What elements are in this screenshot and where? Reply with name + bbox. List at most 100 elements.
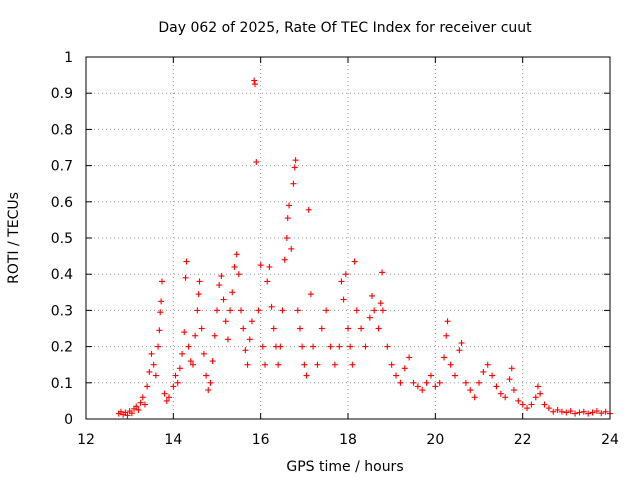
data-point [349, 361, 356, 368]
data-point [148, 350, 155, 357]
data-point [128, 410, 135, 417]
data-point [155, 343, 162, 350]
data-point [196, 278, 203, 285]
data-point [532, 394, 539, 401]
data-point [340, 296, 347, 303]
data-point [179, 350, 186, 357]
data-point [362, 343, 369, 350]
data-point [419, 387, 426, 394]
data-point [141, 401, 148, 408]
data-point [397, 379, 404, 386]
data-point [303, 372, 310, 379]
data-point [467, 387, 474, 394]
data-point [192, 332, 199, 339]
data-point [152, 372, 159, 379]
data-point [358, 325, 365, 332]
data-point [150, 361, 157, 368]
data-point [233, 251, 240, 258]
data-point [537, 390, 544, 397]
y-tick-label: 0.2 [51, 340, 73, 356]
y-tick-label: 0 [64, 412, 73, 428]
data-point [240, 325, 247, 332]
data-point [203, 372, 210, 379]
data-point [259, 343, 266, 350]
data-point [458, 339, 465, 346]
data-point [432, 383, 439, 390]
data-point [207, 379, 214, 386]
y-tick-label: 0.7 [51, 159, 73, 175]
data-point [290, 180, 297, 187]
data-point [519, 401, 526, 408]
data-point [456, 347, 463, 354]
data-point [266, 263, 273, 270]
data-point [163, 397, 170, 404]
data-point [342, 271, 349, 278]
data-point [493, 383, 500, 390]
data-point [443, 332, 450, 339]
data-point [379, 307, 386, 314]
data-point [251, 77, 258, 84]
data-point [602, 408, 609, 415]
data-point [593, 408, 600, 415]
x-tick-labels: 12 14 16 18 20 22 24 [77, 432, 619, 448]
data-point [558, 408, 565, 415]
data-point [198, 325, 205, 332]
y-tick-label: 1 [64, 50, 73, 66]
x-tick-label: 18 [339, 432, 357, 448]
data-point [235, 271, 242, 278]
data-point [393, 372, 400, 379]
data-point [137, 399, 144, 406]
y-tick-label: 0.5 [51, 231, 73, 247]
data-point [451, 372, 458, 379]
data-point [414, 383, 421, 390]
data-point [279, 307, 286, 314]
y-tick-label: 0.1 [51, 376, 73, 392]
axis-ticks [85, 56, 611, 420]
data-point [170, 383, 177, 390]
data-point [572, 410, 579, 417]
data-point [157, 309, 164, 316]
data-point [133, 403, 140, 410]
data-point [262, 361, 269, 368]
data-point [515, 397, 522, 404]
data-point [181, 329, 188, 336]
data-point [220, 296, 227, 303]
data-point [139, 394, 146, 401]
data-point [286, 202, 293, 209]
data-point [410, 379, 417, 386]
data-point [351, 258, 358, 265]
y-tick-label: 0.6 [51, 195, 73, 211]
data-point [144, 383, 151, 390]
x-tick-label: 12 [77, 432, 95, 448]
data-point [323, 307, 330, 314]
data-point [244, 361, 251, 368]
data-point [214, 307, 220, 314]
data-point [331, 361, 338, 368]
data-point [406, 354, 413, 361]
data-point [270, 325, 277, 332]
data-point [489, 372, 496, 379]
data-point [284, 215, 291, 222]
x-tick-label: 24 [601, 432, 619, 448]
data-point [347, 343, 354, 350]
data-point [299, 343, 306, 350]
data-point [534, 383, 541, 390]
data-point [158, 298, 165, 305]
data-point [222, 318, 229, 325]
data-point [384, 343, 391, 350]
data-point [576, 409, 583, 416]
data-point [238, 307, 245, 314]
data-point [307, 291, 314, 298]
data-point [158, 278, 165, 285]
data-points [115, 77, 613, 419]
data-point [251, 81, 258, 88]
data-point [462, 379, 469, 386]
data-point [135, 406, 142, 413]
data-point [371, 307, 378, 314]
data-point [218, 273, 225, 280]
data-point [524, 405, 531, 412]
data-point [301, 361, 308, 368]
data-point [401, 365, 408, 372]
